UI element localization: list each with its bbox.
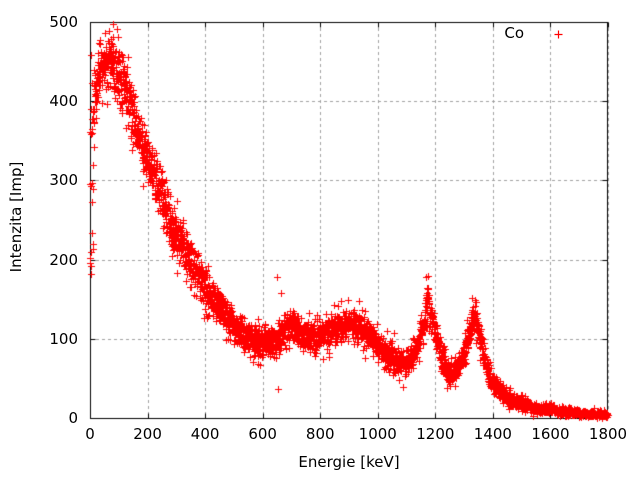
y-tick-label: 300	[49, 171, 78, 190]
legend-series-label: Co	[504, 24, 524, 42]
x-tick-label: 200	[133, 425, 162, 443]
x-tick-label: 600	[248, 425, 277, 443]
y-axis-title: Intenzita [Imp]	[7, 161, 25, 273]
x-axis-title: Energie [keV]	[298, 453, 400, 471]
x-tick-label: 1000	[358, 425, 397, 443]
legend-plus-marker-icon	[554, 30, 563, 39]
x-tick-label: 800	[305, 425, 335, 443]
y-tick-label: 400	[49, 92, 78, 111]
x-tick-label: 1400	[473, 425, 512, 443]
y-tick-label: 200	[49, 250, 78, 269]
x-tick-label: 1200	[416, 425, 455, 443]
x-tick-label: 0	[85, 425, 95, 443]
y-tick-label: 500	[49, 13, 78, 31]
y-tick-label: 100	[49, 329, 78, 348]
y-tick-label: 0	[68, 409, 78, 427]
x-tick-label: 1800	[588, 425, 628, 443]
x-tick-label: 400	[190, 425, 220, 443]
x-tick-label: 1600	[531, 425, 570, 443]
